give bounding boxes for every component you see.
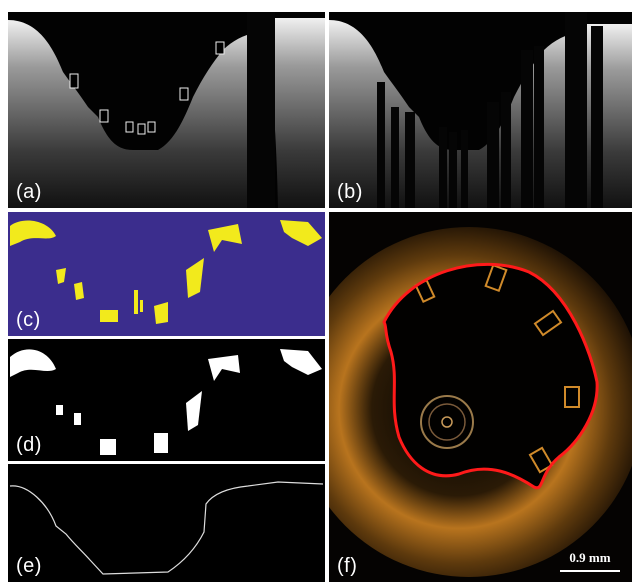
panel-label-e: (e) [16,555,42,577]
scale-bar-label: 0.9 mm [569,550,611,565]
scale-bar: 0.9 mm [560,550,620,572]
binary-mask-image [10,349,322,455]
boundary-profile-image [9,481,324,575]
panel-label-c: (c) [16,309,41,331]
scale-bar-line [560,570,620,572]
panel-f-polar-oct-image: 0.9 mm (f) [329,212,632,582]
panel-b-oct-image-processed: (b) [329,12,632,208]
panel-e-boundary-profile: (e) [8,464,325,582]
panel-label-b: (b) [337,181,363,203]
oct-rectangular-image [8,12,325,208]
panel-a-oct-image: (a) [8,12,325,208]
oct-processed-image [329,12,632,208]
polar-oct-image [329,227,632,577]
panel-label-d: (d) [16,434,42,456]
panel-d-binary-mask: (d) [8,339,325,461]
panel-label-f: (f) [337,555,358,577]
panel-c-segmentation-mask: (c) [8,212,325,336]
panel-label-a: (a) [16,181,42,203]
segmentation-mask-image [10,220,322,324]
